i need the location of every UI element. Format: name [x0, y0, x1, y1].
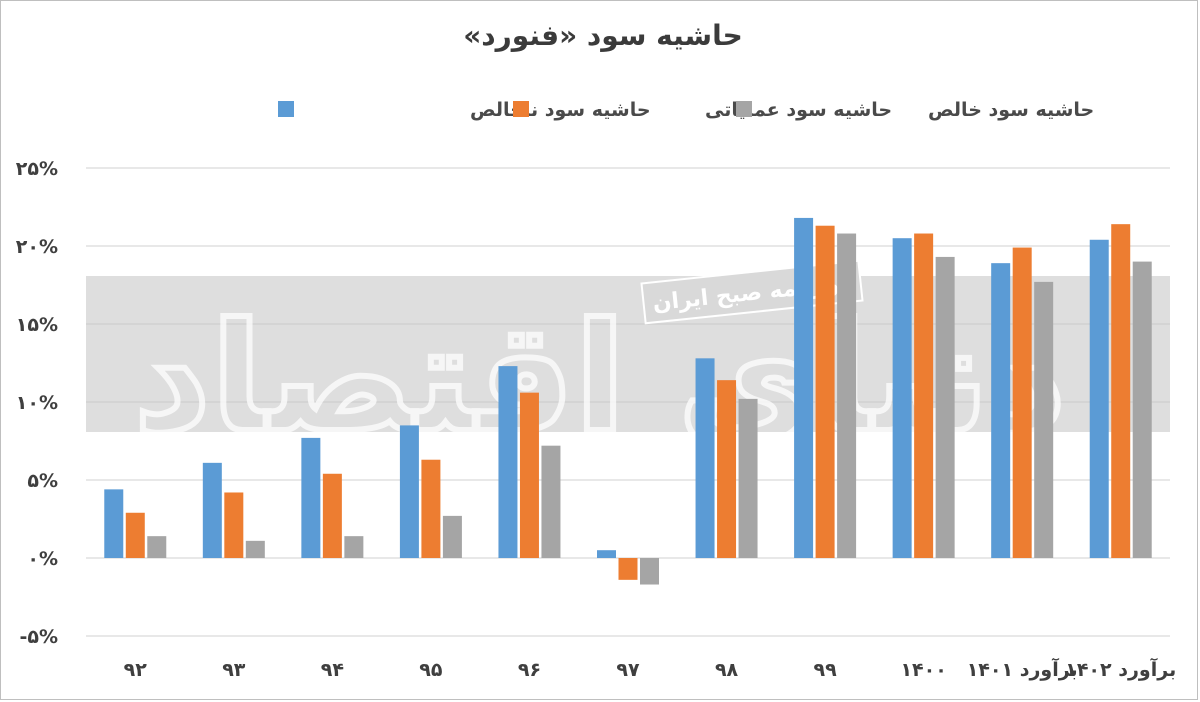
- bar: [245, 540, 265, 558]
- legend-label: حاشیه سود خالص: [928, 99, 1094, 121]
- bar: [224, 492, 244, 558]
- bar: [794, 217, 814, 559]
- chart-title: حاشیه سود «فنورد»: [463, 19, 743, 52]
- y-tick-label: ۲۵%: [16, 158, 58, 180]
- bar: [104, 489, 124, 558]
- x-tick-label: ۹۲: [124, 659, 148, 681]
- bar: [892, 238, 912, 558]
- bar: [498, 366, 518, 558]
- legend-swatch: [278, 101, 294, 117]
- bar: [640, 558, 659, 585]
- bar: [202, 462, 222, 558]
- x-tick-label: ۱۴۰۰: [900, 659, 946, 681]
- x-tick-label: ۹۴: [321, 659, 344, 681]
- bar: [541, 445, 561, 558]
- bar: [1012, 247, 1032, 558]
- watermark-band: [86, 276, 1170, 432]
- bar: [1089, 239, 1109, 558]
- bar: [1132, 261, 1152, 558]
- bar: [301, 437, 321, 558]
- x-tick-label: ۹۶: [518, 659, 541, 681]
- x-tick-label: ۹۳: [222, 659, 246, 681]
- bar: [344, 536, 364, 558]
- y-tick-label: -۵%: [19, 626, 58, 648]
- bar: [399, 425, 419, 558]
- legend: حاشیه سود ناخالص حاشیه سود عملیاتی حاشیه س…: [278, 99, 1094, 121]
- bar: [1111, 224, 1131, 558]
- bar: [717, 380, 737, 558]
- y-axis: ۲۵% ۲۰% ۱۵% ۱۰% ۵% ۰% -۵%: [16, 158, 58, 648]
- legend-label: حاشیه سود عملیاتی: [705, 99, 892, 121]
- x-tick-label: ۹۷: [616, 659, 640, 681]
- y-tick-label: ۵%: [27, 470, 58, 492]
- bar: [1034, 281, 1054, 558]
- bar: [738, 398, 758, 558]
- x-tick-label: ۹۹: [813, 659, 837, 681]
- bar: [837, 233, 857, 558]
- bar: [125, 512, 145, 558]
- bar: [597, 550, 616, 558]
- legend-swatch: [736, 101, 752, 117]
- bar: [914, 233, 934, 558]
- bar: [519, 392, 539, 558]
- x-tick-label: ۹۵: [419, 659, 443, 681]
- bars: [104, 217, 1152, 585]
- y-tick-label: ۰%: [27, 548, 58, 570]
- watermark-brand: دنیای اقتصاد: [134, 292, 1067, 466]
- bar: [935, 256, 955, 558]
- legend-swatch: [513, 101, 529, 117]
- x-tick-label: برآورد ۱۴۰۱: [967, 657, 1078, 681]
- y-tick-label: ۱۵%: [16, 314, 58, 336]
- legend-label: حاشیه سود ناخالص: [470, 99, 651, 121]
- bar: [147, 536, 167, 558]
- y-tick-label: ۱۰%: [16, 392, 58, 414]
- bar: [322, 473, 342, 558]
- watermark: دنیای اقتصاد روزنامه صبح ایران: [86, 259, 1170, 469]
- bar: [421, 459, 441, 558]
- bar: [695, 358, 715, 558]
- y-tick-label: ۲۰%: [16, 236, 58, 258]
- x-tick-label: ۹۸: [715, 659, 739, 681]
- x-tick-label: برآورد ۱۴۰۲: [1065, 657, 1176, 681]
- bar: [815, 225, 835, 558]
- bar: [618, 558, 638, 580]
- bar: [442, 515, 462, 558]
- bar: [991, 263, 1011, 558]
